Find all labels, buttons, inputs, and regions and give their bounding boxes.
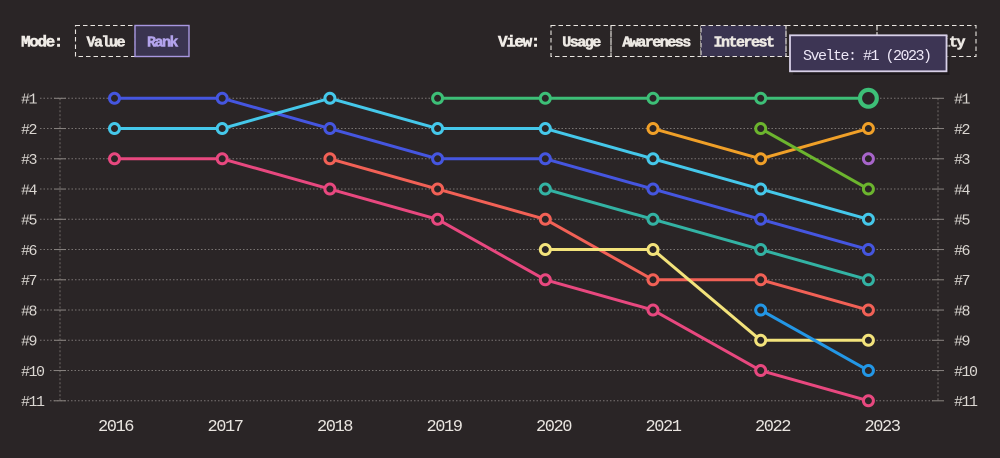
svg-text:#7: #7 <box>954 273 970 290</box>
svg-text:2022: 2022 <box>755 418 790 437</box>
svg-text:Mode:: Mode: <box>21 34 62 52</box>
svg-text:#5: #5 <box>21 213 38 230</box>
svg-text:#4: #4 <box>21 182 38 199</box>
svg-text:2023: 2023 <box>864 418 900 437</box>
svg-text:View:: View: <box>498 34 539 52</box>
svg-text:#6: #6 <box>954 243 971 260</box>
svg-text:2017: 2017 <box>207 418 242 437</box>
svg-text:#7: #7 <box>21 273 37 290</box>
svg-text:Svelte: #1 (2023): Svelte: #1 (2023) <box>803 48 931 65</box>
svg-text:2016: 2016 <box>98 418 134 437</box>
svg-text:2021: 2021 <box>645 418 681 437</box>
svg-text:Awareness: Awareness <box>622 35 691 52</box>
svg-text:Rank: Rank <box>147 35 179 52</box>
svg-text:2018: 2018 <box>317 418 353 437</box>
svg-text:#4: #4 <box>954 182 971 199</box>
svg-text:#8: #8 <box>21 303 38 320</box>
svg-text:#6: #6 <box>21 243 38 260</box>
svg-text:#2: #2 <box>954 122 970 139</box>
svg-text:#10: #10 <box>954 364 978 381</box>
svg-text:Value: Value <box>86 35 125 52</box>
svg-text:#10: #10 <box>21 364 45 381</box>
svg-text:Usage: Usage <box>562 35 601 52</box>
svg-text:#11: #11 <box>21 394 45 411</box>
svg-text:#11: #11 <box>954 394 978 411</box>
svg-text:Interest: Interest <box>713 35 774 52</box>
svg-text:#9: #9 <box>21 334 37 351</box>
svg-text:#1: #1 <box>954 92 971 109</box>
svg-text:#5: #5 <box>954 213 971 230</box>
svg-text:#8: #8 <box>954 303 971 320</box>
svg-text:#3: #3 <box>21 152 38 169</box>
svg-text:2019: 2019 <box>426 418 462 437</box>
svg-text:2020: 2020 <box>536 418 572 437</box>
svg-text:#3: #3 <box>954 152 971 169</box>
svg-text:#9: #9 <box>954 334 970 351</box>
svg-text:#2: #2 <box>21 122 37 139</box>
svg-text:#1: #1 <box>21 92 38 109</box>
